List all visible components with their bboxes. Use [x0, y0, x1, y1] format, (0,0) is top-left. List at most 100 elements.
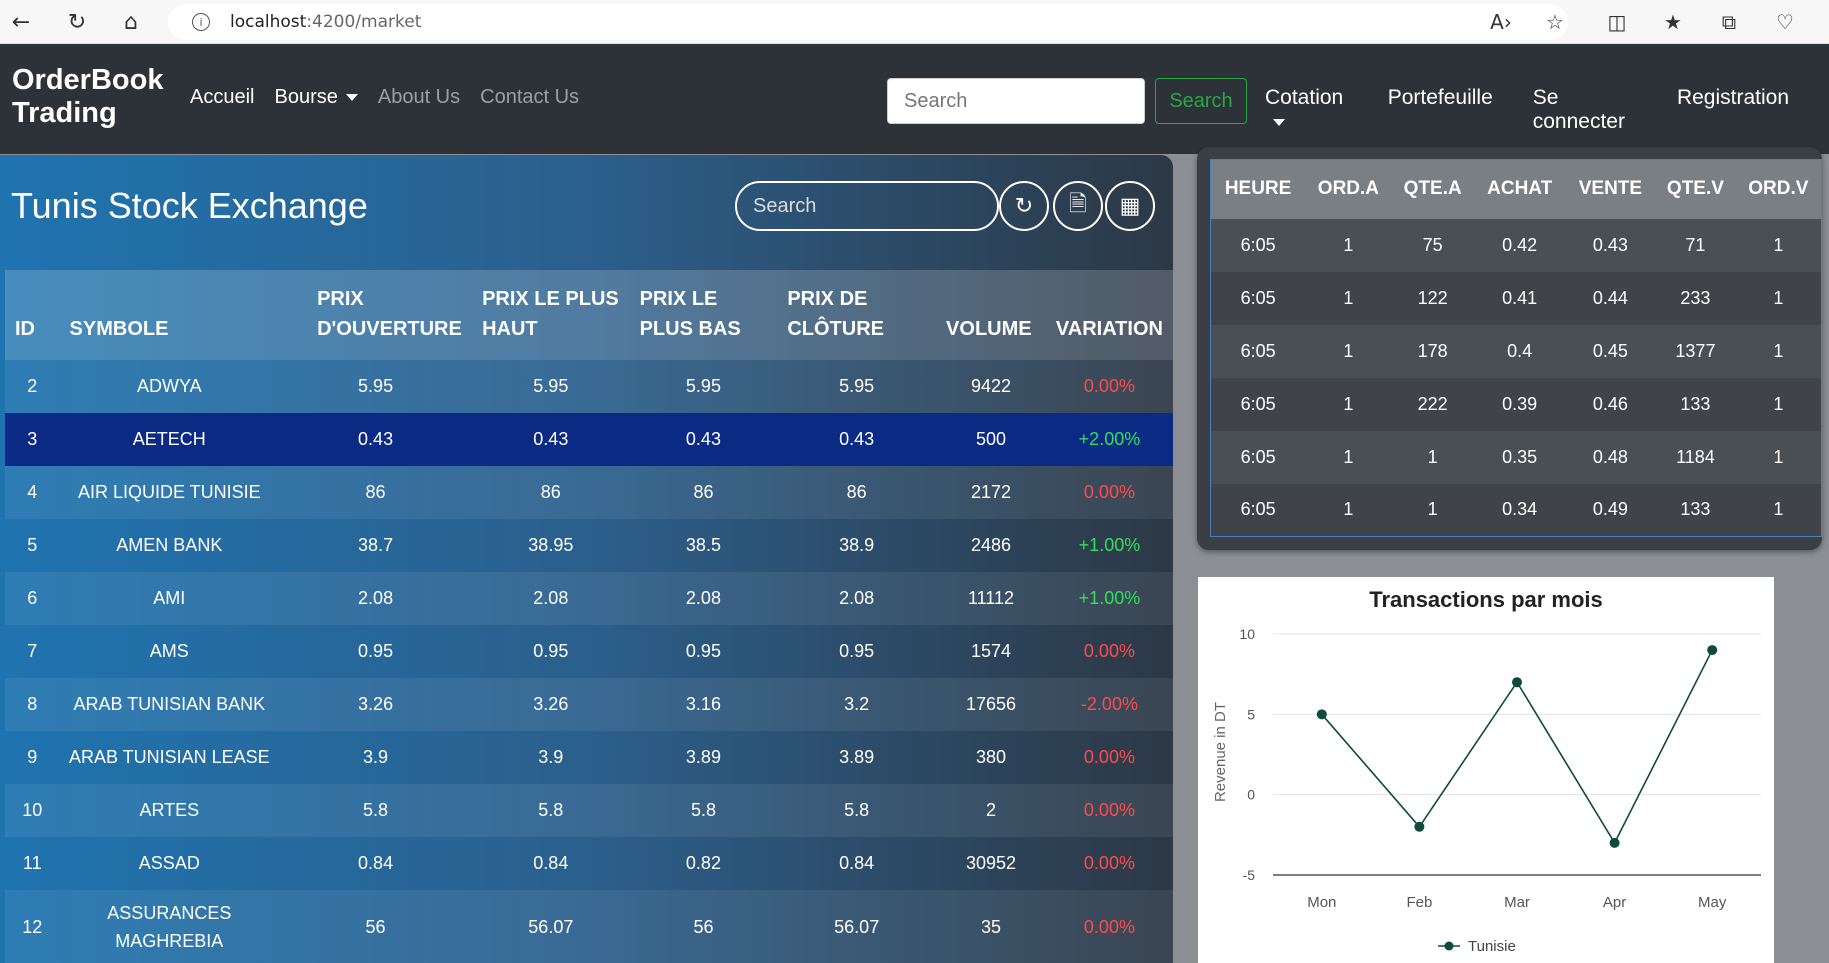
- orderbook-row[interactable]: 6:05 1 75 0.42 0.43 71 1: [1210, 218, 1822, 272]
- col-id[interactable]: ID: [15, 318, 35, 340]
- cell-variation: +2.00%: [1078, 429, 1141, 449]
- table-row[interactable]: 5 AMEN BANK 38.7 38.95 38.5 38.9 2486 +1.00%: [5, 519, 1173, 572]
- address-bar[interactable]: i localhost:4200/market: [168, 4, 1568, 40]
- ob-col-qte-a[interactable]: QTE.A: [1391, 159, 1474, 219]
- cell-volume: 500: [975, 429, 1006, 449]
- ob-col-vente[interactable]: VENTE: [1565, 159, 1656, 219]
- col-volume[interactable]: VOLUME: [946, 318, 1032, 340]
- cell-open: 0.95: [358, 641, 394, 661]
- cell-close: 3.89: [839, 747, 875, 767]
- chart-data-point[interactable]: [1609, 837, 1620, 848]
- transactions-chart: Transactions par mois Revenue in DT 10 5 0…: [1212, 587, 1761, 955]
- cell-close: 0.43: [839, 429, 875, 449]
- info-icon[interactable]: i: [192, 13, 210, 31]
- nav-register[interactable]: Registration: [1676, 86, 1789, 109]
- chart-data-point[interactable]: [1512, 677, 1522, 688]
- cell-high: 56.07: [528, 917, 574, 937]
- nav-about[interactable]: About Us: [377, 86, 461, 108]
- table-row[interactable]: 4 AIR LIQUIDE TUNISIE 86 86 86 86 2172 0.00%: [5, 466, 1173, 519]
- nav-portefeuille[interactable]: Portefeuille: [1387, 86, 1493, 109]
- cell-id: 3: [27, 429, 38, 449]
- table-row[interactable]: 10 ARTES 5.8 5.8 5.8 5.8 2 0.00%: [5, 784, 1173, 837]
- table-row[interactable]: 2 ADWYA 5.95 5.95 5.95 5.95 9422 0.00%: [5, 360, 1173, 413]
- ob-col-heure[interactable]: HEURE: [1210, 159, 1306, 219]
- cell-volume: 9422: [970, 376, 1011, 396]
- chart-data-point[interactable]: [1316, 709, 1327, 720]
- ob-col-achat[interactable]: ACHAT: [1473, 159, 1566, 219]
- nav-bourse-dropdown[interactable]: Bourse: [274, 86, 358, 109]
- excel-icon: ▦: [1119, 193, 1141, 219]
- market-search-placeholder: Search: [753, 194, 817, 217]
- legend-label[interactable]: Tunisie: [1468, 938, 1516, 955]
- export-excel-button[interactable]: ▦: [1105, 181, 1155, 231]
- home-icon[interactable]: ⌂: [124, 9, 138, 35]
- ob-cell: 0.49: [1592, 499, 1628, 520]
- nav-cotation-dropdown[interactable]: Cotation: [1265, 86, 1348, 134]
- orderbook-table: HEURE ORD.A QTE.A ACHAT VENTE QTE.V ORD.V 6:05…: [1210, 159, 1822, 537]
- ob-cell: 0.48: [1592, 446, 1628, 467]
- ob-cell: 6:05: [1240, 340, 1276, 361]
- cell-open: 38.7: [358, 535, 394, 555]
- nav-login[interactable]: Se connecter: [1532, 86, 1625, 133]
- read-aloud-icon[interactable]: A›: [1490, 10, 1512, 34]
- col-low[interactable]: PRIX LE PLUS BAS: [639, 288, 741, 340]
- cell-close: 38.9: [839, 535, 875, 555]
- ob-cell: 1: [1343, 234, 1354, 255]
- cell-close: 56.07: [834, 917, 880, 937]
- nav-search-button[interactable]: Search: [1155, 78, 1247, 124]
- chart-data-point[interactable]: [1414, 821, 1425, 832]
- col-variation[interactable]: VARIATION: [1055, 318, 1163, 340]
- reload-icon[interactable]: ↻: [67, 9, 87, 35]
- cell-symbol: ARTES: [139, 800, 200, 820]
- cell-volume: 11112: [967, 588, 1014, 608]
- cell-high: 38.95: [528, 535, 574, 555]
- export-pdf-button[interactable]: 🗎: [1053, 181, 1103, 231]
- refresh-button[interactable]: ↻: [999, 181, 1049, 231]
- col-open[interactable]: PRIX D'OUVERTURE: [317, 288, 462, 340]
- col-high[interactable]: PRIX LE PLUS HAUT: [482, 288, 619, 340]
- nav-contact[interactable]: Contact Us: [480, 86, 580, 108]
- orderbook-row[interactable]: 6:05 1 222 0.39 0.46 133 1: [1210, 377, 1822, 431]
- nav-accueil[interactable]: Accueil: [190, 86, 255, 108]
- browser-essentials-icon[interactable]: ♡: [1776, 10, 1794, 34]
- market-title: Tunis Stock Exchange: [11, 185, 368, 226]
- col-symbole[interactable]: SYMBOLE: [69, 318, 169, 340]
- orderbook-row[interactable]: 6:05 1 1 0.35 0.48 1184 1: [1210, 430, 1822, 484]
- brand-logo[interactable]: OrderBook Trading: [12, 64, 163, 130]
- cell-id: 9: [27, 747, 38, 767]
- chart-panel: Transactions par mois Revenue in DT 10 5 0…: [1198, 577, 1774, 963]
- chevron-down-icon: [1273, 118, 1285, 126]
- cell-high: 0.84: [533, 853, 569, 873]
- table-row[interactable]: 11 ASSAD 0.84 0.84 0.82 0.84 30952 0.00%: [5, 837, 1173, 890]
- ob-col-ord-a[interactable]: ORD.A: [1305, 159, 1392, 219]
- table-row[interactable]: 8 ARAB TUNISIAN BANK 3.26 3.26 3.16 3.2 17656 -…: [5, 678, 1173, 731]
- col-close[interactable]: PRIX DE CLÔTURE: [787, 288, 884, 340]
- table-row[interactable]: 9 ARAB TUNISIAN LEASE 3.9 3.9 3.89 3.89 380 0.0…: [5, 731, 1173, 784]
- chart-data-point[interactable]: [1707, 645, 1718, 656]
- ob-cell: 6:05: [1240, 393, 1276, 414]
- favorites-list-icon[interactable]: ★: [1664, 10, 1682, 34]
- nav-search-input[interactable]: Search: [887, 78, 1145, 124]
- ob-cell: 6:05: [1240, 499, 1276, 520]
- cell-low: 3.16: [685, 694, 721, 714]
- orderbook-row[interactable]: 6:05 1 178 0.4 0.45 1377 1: [1210, 324, 1822, 378]
- market-search-input[interactable]: Search: [735, 181, 999, 231]
- table-row[interactable]: 3 AETECH 0.43 0.43 0.43 0.43 500 +2.00%: [5, 413, 1173, 466]
- cell-open: 3.9: [363, 747, 389, 767]
- collections-icon[interactable]: ⧉: [1721, 10, 1737, 34]
- favorite-icon[interactable]: ☆: [1546, 10, 1564, 34]
- table-row[interactable]: 7 AMS 0.95 0.95 0.95 0.95 1574 0.00%: [5, 625, 1173, 678]
- cell-close: 3.2: [844, 694, 870, 714]
- orderbook-row[interactable]: 6:05 1 1 0.34 0.49 133 1: [1210, 483, 1822, 537]
- cell-variation: +1.00%: [1078, 535, 1141, 555]
- table-row[interactable]: 12 ASSURANCES MAGHREBIA 56 56.07 56 56.07 35 0.…: [5, 890, 1173, 963]
- table-row[interactable]: 6 AMI 2.08 2.08 2.08 2.08 11112 +1.00%: [5, 572, 1173, 625]
- orderbook-row[interactable]: 6:05 1 122 0.41 0.44 233 1: [1210, 271, 1822, 325]
- ob-col-ord-v[interactable]: ORD.V: [1735, 159, 1822, 219]
- split-screen-icon[interactable]: ◫: [1607, 10, 1627, 34]
- ob-col-qte-v[interactable]: QTE.V: [1655, 159, 1736, 219]
- cell-variation: 0.00%: [1083, 917, 1135, 937]
- nav-search-placeholder: Search: [904, 89, 968, 112]
- back-icon[interactable]: ←: [11, 9, 31, 35]
- ob-cell: 75: [1422, 234, 1443, 255]
